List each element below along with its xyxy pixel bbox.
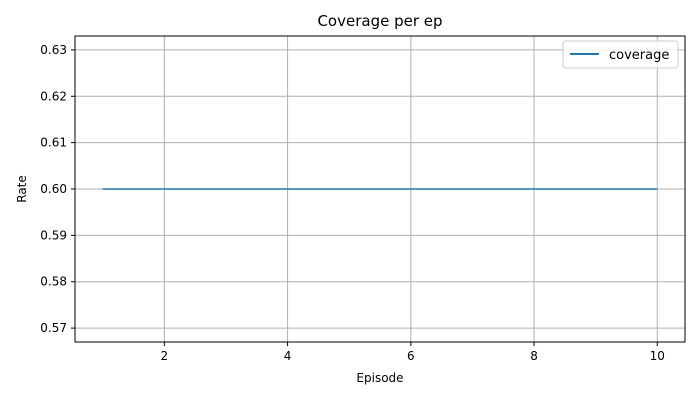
y-axis-label: Rate (15, 175, 29, 203)
legend-box (562, 40, 679, 69)
y-tick-label: 0.57 (40, 321, 67, 335)
y-tick-label: 0.59 (40, 228, 67, 242)
y-tick-label: 0.63 (40, 43, 67, 57)
legend: coverage (562, 40, 679, 69)
y-tick-label: 0.61 (40, 136, 67, 150)
x-tick-label: 10 (650, 349, 665, 363)
x-tick-label: 8 (530, 349, 538, 363)
x-tick-label: 4 (284, 349, 292, 363)
x-tick-label: 2 (161, 349, 169, 363)
x-axis-label: Episode (356, 371, 403, 385)
y-tick-label: 0.62 (40, 89, 67, 103)
x-axis-ticks: 2 4 6 8 10 (161, 342, 665, 363)
legend-label-coverage: coverage (609, 48, 669, 63)
y-tick-label: 0.58 (40, 275, 67, 289)
chart-title: Coverage per ep (317, 12, 442, 30)
y-tick-label: 0.60 (40, 182, 67, 196)
x-tick-label: 6 (407, 349, 415, 363)
y-axis-ticks: 0.57 0.58 0.59 0.60 0.61 0.62 0.63 (40, 43, 75, 335)
